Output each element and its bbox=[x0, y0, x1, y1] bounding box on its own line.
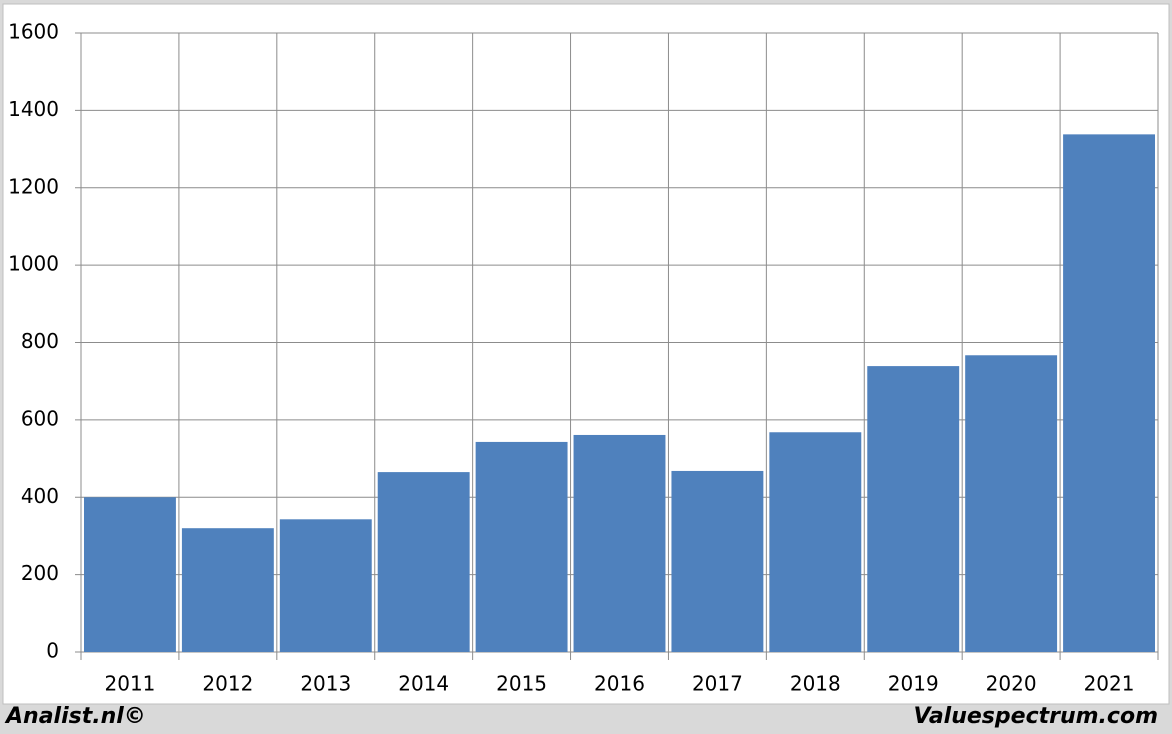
y-tick-label: 1600 bbox=[8, 20, 59, 44]
y-tick-label: 600 bbox=[21, 406, 59, 430]
bar bbox=[84, 497, 176, 652]
x-tick-label: 2012 bbox=[202, 672, 253, 696]
bar bbox=[377, 472, 470, 652]
x-tick-label: 2015 bbox=[496, 672, 547, 696]
x-tick-label: 2013 bbox=[300, 672, 351, 696]
y-tick-label: 800 bbox=[21, 329, 59, 353]
x-tick-label: 2021 bbox=[1084, 672, 1135, 696]
y-tick-label: 0 bbox=[46, 639, 59, 663]
x-tick-label: 2019 bbox=[888, 672, 939, 696]
bar bbox=[965, 355, 1058, 652]
source-left: Analist.nl© bbox=[4, 704, 146, 729]
y-tick-label: 1000 bbox=[8, 252, 59, 276]
x-tick-label: 2020 bbox=[986, 672, 1037, 696]
bar bbox=[769, 432, 862, 652]
bar bbox=[279, 519, 372, 652]
y-tick-label: 400 bbox=[21, 484, 59, 508]
y-tick-label: 1200 bbox=[8, 174, 59, 198]
x-tick-label: 2017 bbox=[692, 672, 743, 696]
bar bbox=[181, 528, 274, 652]
y-tick-label: 200 bbox=[21, 561, 59, 585]
bar bbox=[475, 441, 568, 652]
x-tick-label: 2011 bbox=[105, 672, 156, 696]
x-tick-label: 2018 bbox=[790, 672, 841, 696]
source-right: Valuespectrum.com bbox=[914, 704, 1158, 729]
bar bbox=[573, 434, 666, 652]
x-tick-label: 2014 bbox=[398, 672, 449, 696]
y-tick-label: 1400 bbox=[8, 97, 59, 121]
bar bbox=[671, 470, 764, 652]
bar bbox=[867, 366, 960, 652]
x-tick-label: 2016 bbox=[594, 672, 645, 696]
bar bbox=[1063, 134, 1155, 652]
